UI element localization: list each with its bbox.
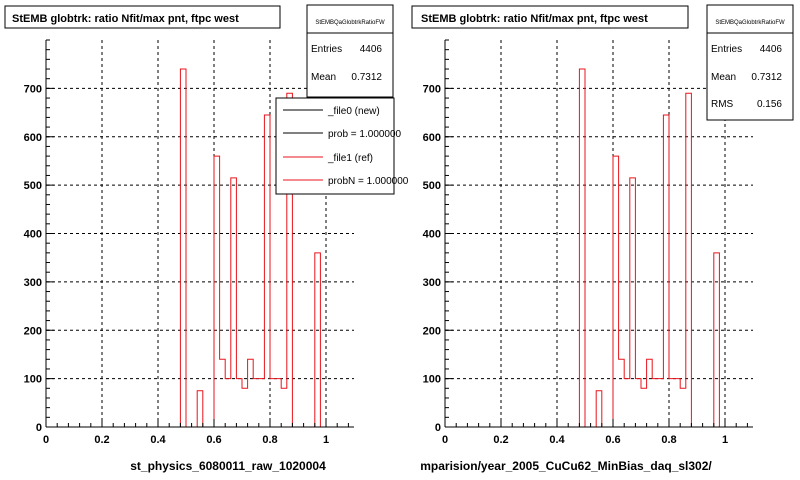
left-title: StEMB globtrk: ratio Nfit/max pnt, ftpc … [12,13,239,25]
right-histogram-bin [652,379,658,427]
left-stats-mean-value: 0.7312 [351,72,382,83]
right-x-tick-labels: 0 0.2 0.4 0.6 0.8 1 [442,434,728,446]
legend-label-probN: probN = 1.000000 [328,176,409,187]
right-stats-box: StEMBQaGlobtrkRatioFW Entries 4406 Mean … [706,4,794,121]
right-x-tick-label: 0 [442,434,448,446]
right-axes [444,39,753,428]
left-axes [45,39,354,428]
right-histogram-bin [675,379,681,427]
left-x-tick-label: 0.6 [206,434,221,446]
right-stats-mean-label: Mean [711,72,736,83]
left-x-tick-label: 1 [323,434,329,446]
left-histogram-bin [242,388,248,427]
left-histogram-bin [180,69,186,427]
left-stats-mean-label: Mean [311,72,336,83]
left-histogram-bin [214,156,220,427]
right-y-tick-label: 0 [435,422,441,434]
right-histogram-bin [635,379,641,427]
left-y-tick-label: 200 [24,325,42,337]
right-x-tick-label: 0.6 [605,434,620,446]
right-stats-mean-value: 0.7312 [751,72,782,83]
right-y-tick-label: 100 [423,374,441,386]
left-histogram-bin [220,359,226,427]
left-histogram-bin [253,379,259,427]
right-x-axis-label: mparision/year_2005_CuCu62_MinBias_daq_s… [420,459,712,473]
left-stats-entries-value: 4406 [360,44,383,55]
left-y-tick-label: 600 [24,132,42,144]
right-title: StEMB globtrk: ratio Nfit/max pnt, ftpc … [421,13,648,25]
left-x-axis-label: st_physics_6080011_raw_1020004 [130,459,326,473]
left-title-box: StEMB globtrk: ratio Nfit/max pnt, ftpc … [4,5,281,29]
right-y-tick-label: 700 [423,83,441,95]
left-histogram-bin [264,115,270,427]
left-histogram-bin [197,391,203,427]
legend-label-prob: prob = 1.000000 [328,129,402,140]
right-y-tick-label: 200 [423,325,441,337]
left-histogram-bin [315,253,321,427]
right-histogram-bin [624,379,630,427]
right-stats-rms-label: RMS [711,99,734,110]
left-y-tick-label: 400 [24,229,42,241]
right-histogram-bin [669,379,675,427]
left-x-tick-label: 0.2 [94,434,109,446]
right-x-tick-label: 1 [722,434,728,446]
left-x-tick-label: 0.8 [262,434,277,446]
left-x-tick-label: 0 [43,434,49,446]
left-histogram-bin [276,379,282,427]
left-histogram-pad: 0 100 200 300 400 500 600 700 0 0.2 0.4 0.6 0.8 1 St… [4,4,409,473]
right-histogram-bin [619,359,625,427]
right-histogram-bin [647,359,653,427]
right-histogram-bin [579,69,585,427]
right-histogram-bin [641,388,647,427]
right-histogram-bin [630,178,636,427]
right-stats-entries-label: Entries [711,44,742,55]
left-stats-box: StEMBQaGlobtrkRatioFW Entries 4406 Mean … [306,4,394,98]
left-x-tick-labels: 0 0.2 0.4 0.6 0.8 1 [43,434,329,446]
left-y-tick-labels: 0 100 200 300 400 500 600 700 [24,83,42,434]
left-y-tick-label: 500 [24,180,42,192]
right-histogram-pad: 0 100 200 300 400 500 600 700 0 0.2 0.4 0.6 0.8 1 St… [411,4,794,473]
right-stats-rms-value: 0.156 [757,99,782,110]
right-histogram-bin [686,93,692,427]
left-y-tick-label: 100 [24,374,42,386]
right-histogram-bin [680,388,686,427]
left-histogram-bin [270,379,276,427]
right-title-box: StEMB globtrk: ratio Nfit/max pnt, ftpc … [411,5,689,29]
right-stats-entries-value: 4406 [760,44,783,55]
left-y-tick-label: 700 [24,83,42,95]
right-y-tick-labels: 0 100 200 300 400 500 600 700 [423,83,441,434]
left-x-tick-label: 0.4 [150,434,166,446]
left-histogram-bin [225,379,231,427]
right-histogram-bin [596,391,602,427]
left-y-tick-label: 300 [24,277,42,289]
right-histogram-bin [714,253,720,427]
right-x-tick-label: 0.4 [549,434,565,446]
right-y-tick-label: 600 [423,132,441,144]
left-histogram-bin [231,178,237,427]
right-histogram-bin [663,115,669,427]
left-y-tick-label: 0 [36,422,42,434]
left-histogram-bin [259,379,265,427]
legend-label-ref: _file1 (ref) [327,153,373,164]
legend-label-new: _file0 (new) [327,106,380,117]
left-histogram-bin [248,359,254,427]
right-histogram-bin [658,379,664,427]
right-y-tick-label: 300 [423,277,441,289]
left-histogram-bin [281,388,287,427]
right-y-tick-label: 400 [423,229,441,241]
right-stats-name: StEMBQaGlobtrkRatioFW [715,20,785,26]
left-stats-entries-label: Entries [311,44,342,55]
right-histogram-bin [613,156,619,427]
right-x-tick-label: 0.2 [493,434,508,446]
right-histogram [445,68,753,428]
right-x-tick-label: 0.8 [661,434,676,446]
right-histogram-line [445,68,753,428]
left-stats-name: StEMBQaGlobtrkRatioFW [315,20,385,26]
legend-box: _file0 (new) prob = 1.000000 _file1 (ref… [275,97,409,195]
left-histogram-bin [236,379,242,427]
right-y-tick-label: 500 [423,180,441,192]
